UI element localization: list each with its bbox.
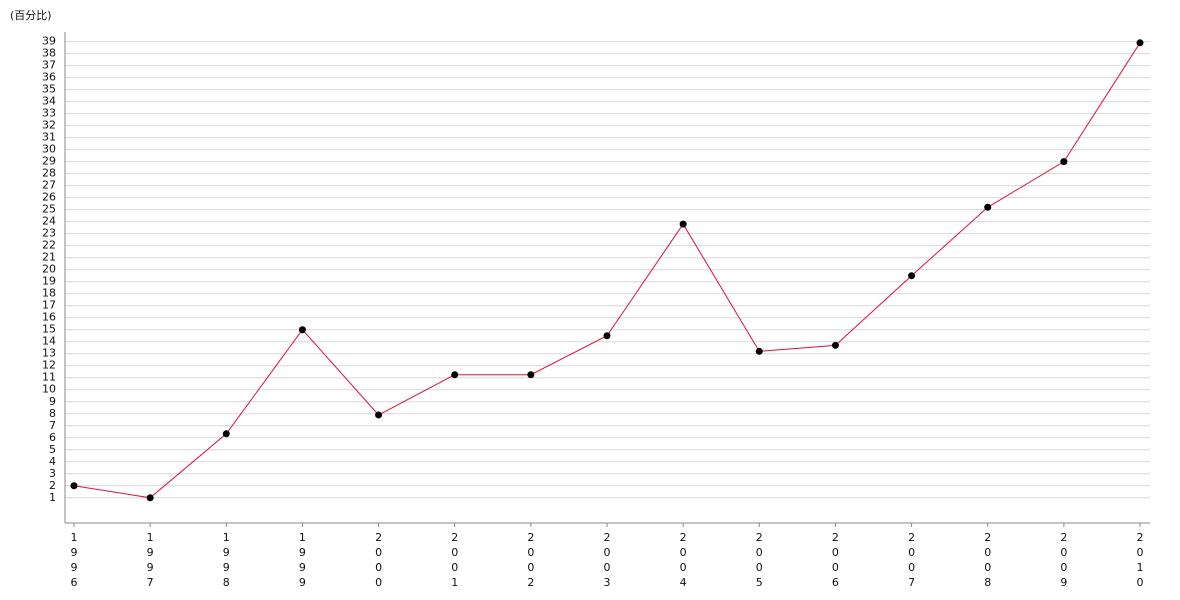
point bbox=[451, 371, 459, 379]
y-tick-label: 29 bbox=[42, 155, 56, 168]
y-tick-label: 6 bbox=[49, 431, 56, 444]
point bbox=[222, 430, 230, 438]
point bbox=[603, 332, 611, 340]
y-tick-label: 12 bbox=[42, 359, 56, 372]
y-tick-label: 5 bbox=[49, 443, 56, 456]
y-tick-label: 2 bbox=[49, 479, 56, 492]
y-tick-label: 33 bbox=[42, 107, 56, 120]
y-tick-label: 9 bbox=[49, 395, 56, 408]
y-tick-label: 23 bbox=[42, 227, 56, 240]
y-tick-label: 14 bbox=[42, 335, 56, 348]
y-tick-label: 4 bbox=[49, 455, 56, 468]
line bbox=[73, 42, 1141, 499]
y-tick-label: 11 bbox=[42, 371, 56, 384]
y-axis-label: (百分比) bbox=[10, 9, 52, 22]
point bbox=[146, 494, 154, 502]
y-tick-label: 20 bbox=[42, 263, 56, 276]
y-tick-label: 37 bbox=[42, 59, 56, 72]
point bbox=[831, 341, 839, 349]
y-tick-label: 7 bbox=[49, 419, 56, 432]
point bbox=[1136, 39, 1144, 47]
y-tick-label: 30 bbox=[42, 143, 56, 156]
y-tick-label: 26 bbox=[42, 191, 56, 204]
y-tick-label: 36 bbox=[42, 71, 56, 84]
y-tick-label: 18 bbox=[42, 287, 56, 300]
y-tick-label: 27 bbox=[42, 179, 56, 192]
y-tick-label: 8 bbox=[49, 407, 56, 420]
point bbox=[298, 326, 306, 334]
point bbox=[679, 220, 687, 228]
y-tick-label: 39 bbox=[42, 35, 56, 48]
y-tick-label: 31 bbox=[42, 131, 56, 144]
point bbox=[908, 272, 916, 280]
y-tick-label: 19 bbox=[42, 275, 56, 288]
y-tick-label: 28 bbox=[42, 167, 56, 180]
y-tick-label: 34 bbox=[42, 95, 56, 108]
y-tick-label: 17 bbox=[42, 299, 56, 312]
y-tick-label: 25 bbox=[42, 203, 56, 216]
point bbox=[375, 411, 383, 419]
point bbox=[70, 482, 78, 490]
point bbox=[984, 203, 992, 211]
y-tick-label: 22 bbox=[42, 239, 56, 252]
point bbox=[1060, 158, 1068, 166]
y-tick-label: 21 bbox=[42, 251, 56, 264]
y-tick-label: 38 bbox=[42, 47, 56, 60]
point bbox=[755, 347, 763, 355]
y-tick-label: 3 bbox=[49, 467, 56, 480]
y-tick-label: 1 bbox=[49, 491, 56, 504]
y-tick-label: 32 bbox=[42, 119, 56, 132]
y-tick-label: 35 bbox=[42, 83, 56, 96]
y-tick-label: 10 bbox=[42, 383, 56, 396]
y-tick-label: 24 bbox=[42, 215, 56, 228]
y-tick-label: 15 bbox=[42, 323, 56, 336]
y-tick-label: 13 bbox=[42, 347, 56, 360]
point bbox=[527, 371, 535, 379]
y-tick-label: 16 bbox=[42, 311, 56, 324]
